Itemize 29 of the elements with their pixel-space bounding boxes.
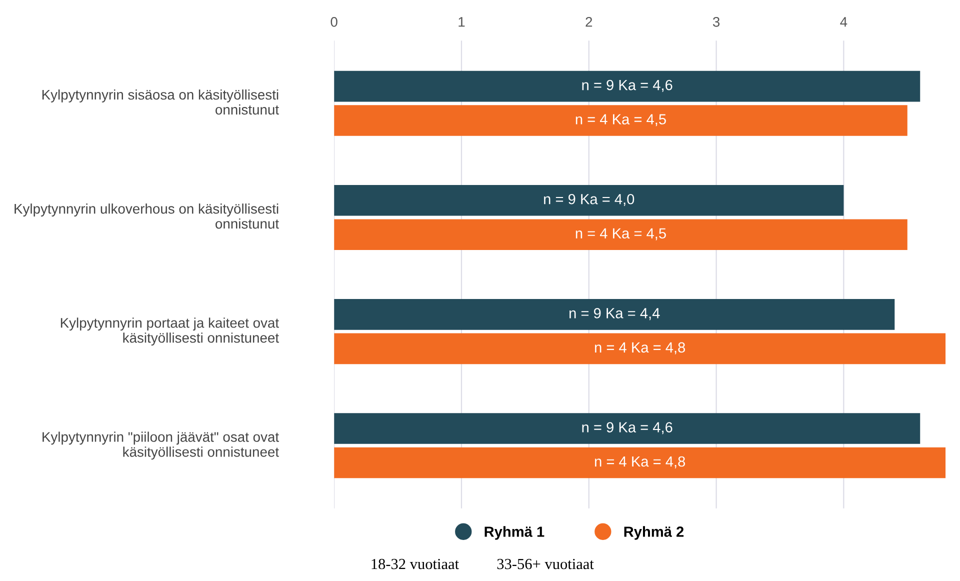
y-tick-label: Kylpytynnyrin ulkoverhous on käsityöllisesti onnistunut [14, 204, 279, 229]
y-tick-label: Kylpytynnyrin "piiloon jäävät" osat ovat käsityöllisesti onnistuneet [42, 432, 279, 460]
bar [334, 299, 895, 330]
bar [334, 413, 920, 444]
bar [334, 219, 908, 250]
y-tick-label: Kylpytynnyrin sisäosa on käsityöllisesti onnistunut [42, 89, 279, 115]
text: 18-32 vuotiaat [372, 558, 459, 570]
data-label: n = 9 Ka = 4,6 [582, 80, 672, 92]
data-label: n = 4 Ka = 4,8 [595, 456, 686, 468]
bar [334, 105, 908, 136]
x-tick-label: 2 [586, 16, 592, 27]
bar [334, 70, 920, 102]
data-label: n = 9 Ka = 4,0 [544, 194, 634, 206]
x-tick-label: 1 [458, 17, 465, 27]
bar [334, 447, 946, 478]
bar [334, 333, 946, 364]
bar [334, 184, 844, 216]
text: 33-56+ vuotiaat [497, 558, 594, 570]
y-tick-label: Kylpytynnyrin portaat ja kaiteet ovat käsityöllisesti onnistuneet [60, 318, 279, 346]
data-label: n = 4 Ka = 4,5 [576, 228, 666, 240]
data-label: n = 4 Ka = 4,8 [595, 342, 686, 354]
data-label: n = 4 Ka = 4,5 [576, 114, 666, 126]
legend-label: Ryhmä 1 [484, 526, 544, 540]
x-tick-label: 4 [840, 17, 848, 27]
x-tick-label: 3 [712, 16, 720, 27]
x-tick-label: 0 [330, 16, 338, 27]
data-label: n = 9 Ka = 4,4 [570, 308, 660, 320]
data-label: n = 9 Ka = 4,6 [582, 422, 672, 434]
legend-label: Ryhmä 2 [624, 526, 684, 540]
